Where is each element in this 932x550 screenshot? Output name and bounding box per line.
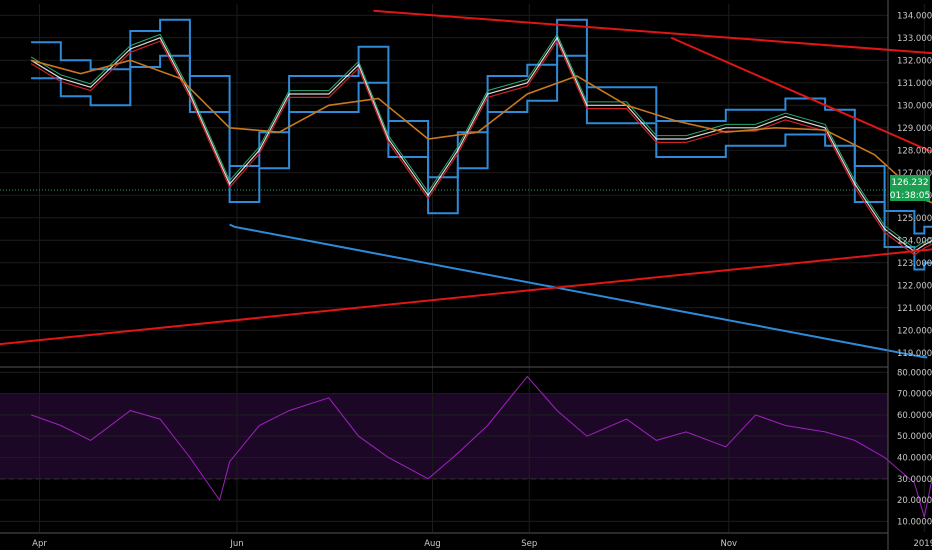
trendline[interactable] — [670, 36, 932, 227]
price-tick-label: 122.000 — [897, 281, 932, 291]
ema-slow-line — [30, 59, 932, 204]
ema-mid-line — [30, 33, 932, 249]
time-tick-label: Nov — [720, 539, 737, 549]
price-tick-label: 128.000 — [897, 146, 932, 156]
rsi-series — [30, 375, 932, 518]
rsi-tick-label: 80.0000 — [897, 368, 932, 378]
trendlines[interactable] — [0, 9, 932, 347]
price-tick-label: 129.000 — [897, 124, 932, 134]
time-tick-label: Aug — [424, 539, 441, 549]
trendline[interactable] — [373, 9, 932, 106]
last-price-badges: 126.232 01:38:05 — [890, 175, 930, 201]
price-tick-label: 125.000 — [897, 214, 932, 224]
rsi-tick-label: 20.0000 — [897, 496, 932, 506]
countdown-badge — [890, 188, 930, 201]
price-tick-label: 131.000 — [897, 79, 932, 89]
price-tick-label: 120.000 — [897, 326, 932, 336]
price-tick-label: 119.000 — [897, 349, 932, 359]
rsi-tick-label: 50.0000 — [897, 432, 932, 442]
rsi-line — [30, 375, 932, 518]
rsi-tick-label: 30.0000 — [897, 475, 932, 485]
time-tick-label: Apr — [32, 539, 47, 549]
countdown-label: 01:38:05 — [890, 191, 930, 201]
price-upper-band — [31, 18, 932, 235]
trendline[interactable] — [0, 180, 932, 347]
price-tick-label: 123.000 — [897, 259, 932, 269]
ema-fast-line — [30, 39, 932, 256]
price-tick-label: 132.000 — [897, 56, 932, 66]
price-tick-label: 127.000 — [897, 169, 932, 179]
price-tick-label: 124.000 — [897, 236, 932, 246]
last-price-label: 126.232 — [891, 178, 928, 188]
price-tick-label: 133.000 — [897, 34, 932, 44]
time-tick-label: 2019 — [913, 539, 932, 549]
price-line — [30, 36, 932, 253]
last-price-badge — [890, 175, 930, 188]
price-tick-label: 121.000 — [897, 304, 932, 314]
time-tick-label: Sep — [521, 539, 537, 549]
rsi-tick-label: 10.0000 — [897, 517, 932, 527]
time-tick-label: Jun — [229, 539, 243, 549]
price-series — [30, 18, 932, 359]
price-low-wick — [229, 223, 928, 359]
rsi-tick-label: 40.0000 — [897, 453, 932, 463]
price-tick-label: 130.000 — [897, 101, 932, 111]
rsi-tick-label: 70.0000 — [897, 390, 932, 400]
price-lower-band — [31, 54, 932, 271]
price-tick-label: 134.000 — [897, 11, 932, 21]
rsi-tick-label: 60.0000 — [897, 411, 932, 421]
